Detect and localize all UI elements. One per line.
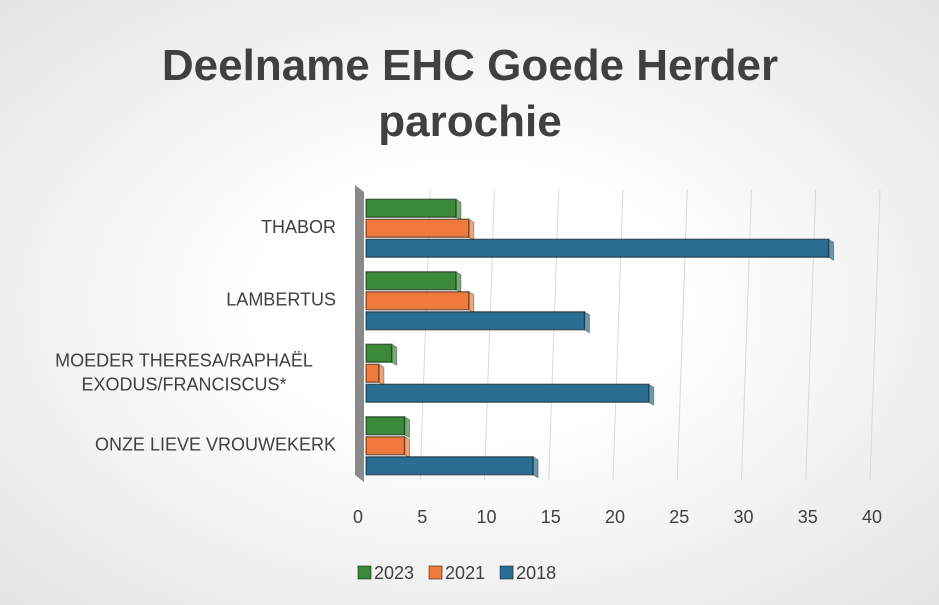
axis-wall bbox=[355, 185, 364, 482]
x-tick-label: 15 bbox=[541, 507, 561, 527]
bar bbox=[365, 311, 586, 331]
grid-line bbox=[869, 189, 881, 481]
legend-swatch bbox=[499, 565, 514, 580]
bar bbox=[365, 291, 470, 311]
bar bbox=[365, 456, 534, 476]
bar-depth bbox=[583, 310, 590, 334]
grid-line bbox=[548, 189, 560, 481]
bar-depth bbox=[455, 198, 462, 222]
bar bbox=[365, 271, 457, 291]
bar bbox=[365, 218, 470, 238]
x-tick-label: 25 bbox=[669, 507, 689, 527]
bar bbox=[365, 436, 406, 456]
y-tick-label: MOEDER THERESA/RAPHAËL EXODUS/FRANCISCUS* bbox=[55, 350, 313, 394]
bar bbox=[365, 198, 457, 218]
y-tick-label: LAMBERTUS bbox=[226, 290, 336, 310]
legend-label: 2021 bbox=[445, 563, 485, 583]
y-tick-label: ONZE LIEVE VROUWEKERK bbox=[95, 435, 336, 455]
grid-line bbox=[484, 189, 495, 481]
legend-swatch bbox=[428, 565, 443, 580]
legend-label: 2018 bbox=[516, 563, 556, 583]
y-tick-label: THABOR bbox=[261, 217, 336, 237]
bar bbox=[365, 363, 380, 383]
x-tick-label: 0 bbox=[353, 507, 363, 527]
legend-label: 2023 bbox=[374, 563, 414, 583]
bar-depth bbox=[378, 363, 385, 387]
bar-depth bbox=[455, 270, 462, 294]
x-tick-label: 40 bbox=[862, 507, 882, 527]
x-tick-label: 5 bbox=[417, 507, 427, 527]
grid-line bbox=[612, 189, 624, 481]
x-tick-label: 35 bbox=[798, 507, 818, 527]
x-tick-label: 20 bbox=[605, 507, 625, 527]
grid-line bbox=[741, 189, 752, 481]
bar bbox=[365, 383, 650, 403]
legend-swatch bbox=[357, 565, 372, 580]
grid-line bbox=[805, 189, 817, 481]
grid-line bbox=[676, 189, 688, 481]
bar bbox=[365, 238, 830, 258]
bar-depth bbox=[391, 343, 398, 367]
bar bbox=[365, 416, 406, 436]
bar bbox=[365, 343, 393, 363]
chart-title: Deelname EHC Goede Herder parochie bbox=[161, 41, 779, 146]
x-tick-label: 10 bbox=[476, 507, 496, 527]
x-tick-label: 30 bbox=[733, 507, 753, 527]
grid-line bbox=[419, 189, 431, 481]
